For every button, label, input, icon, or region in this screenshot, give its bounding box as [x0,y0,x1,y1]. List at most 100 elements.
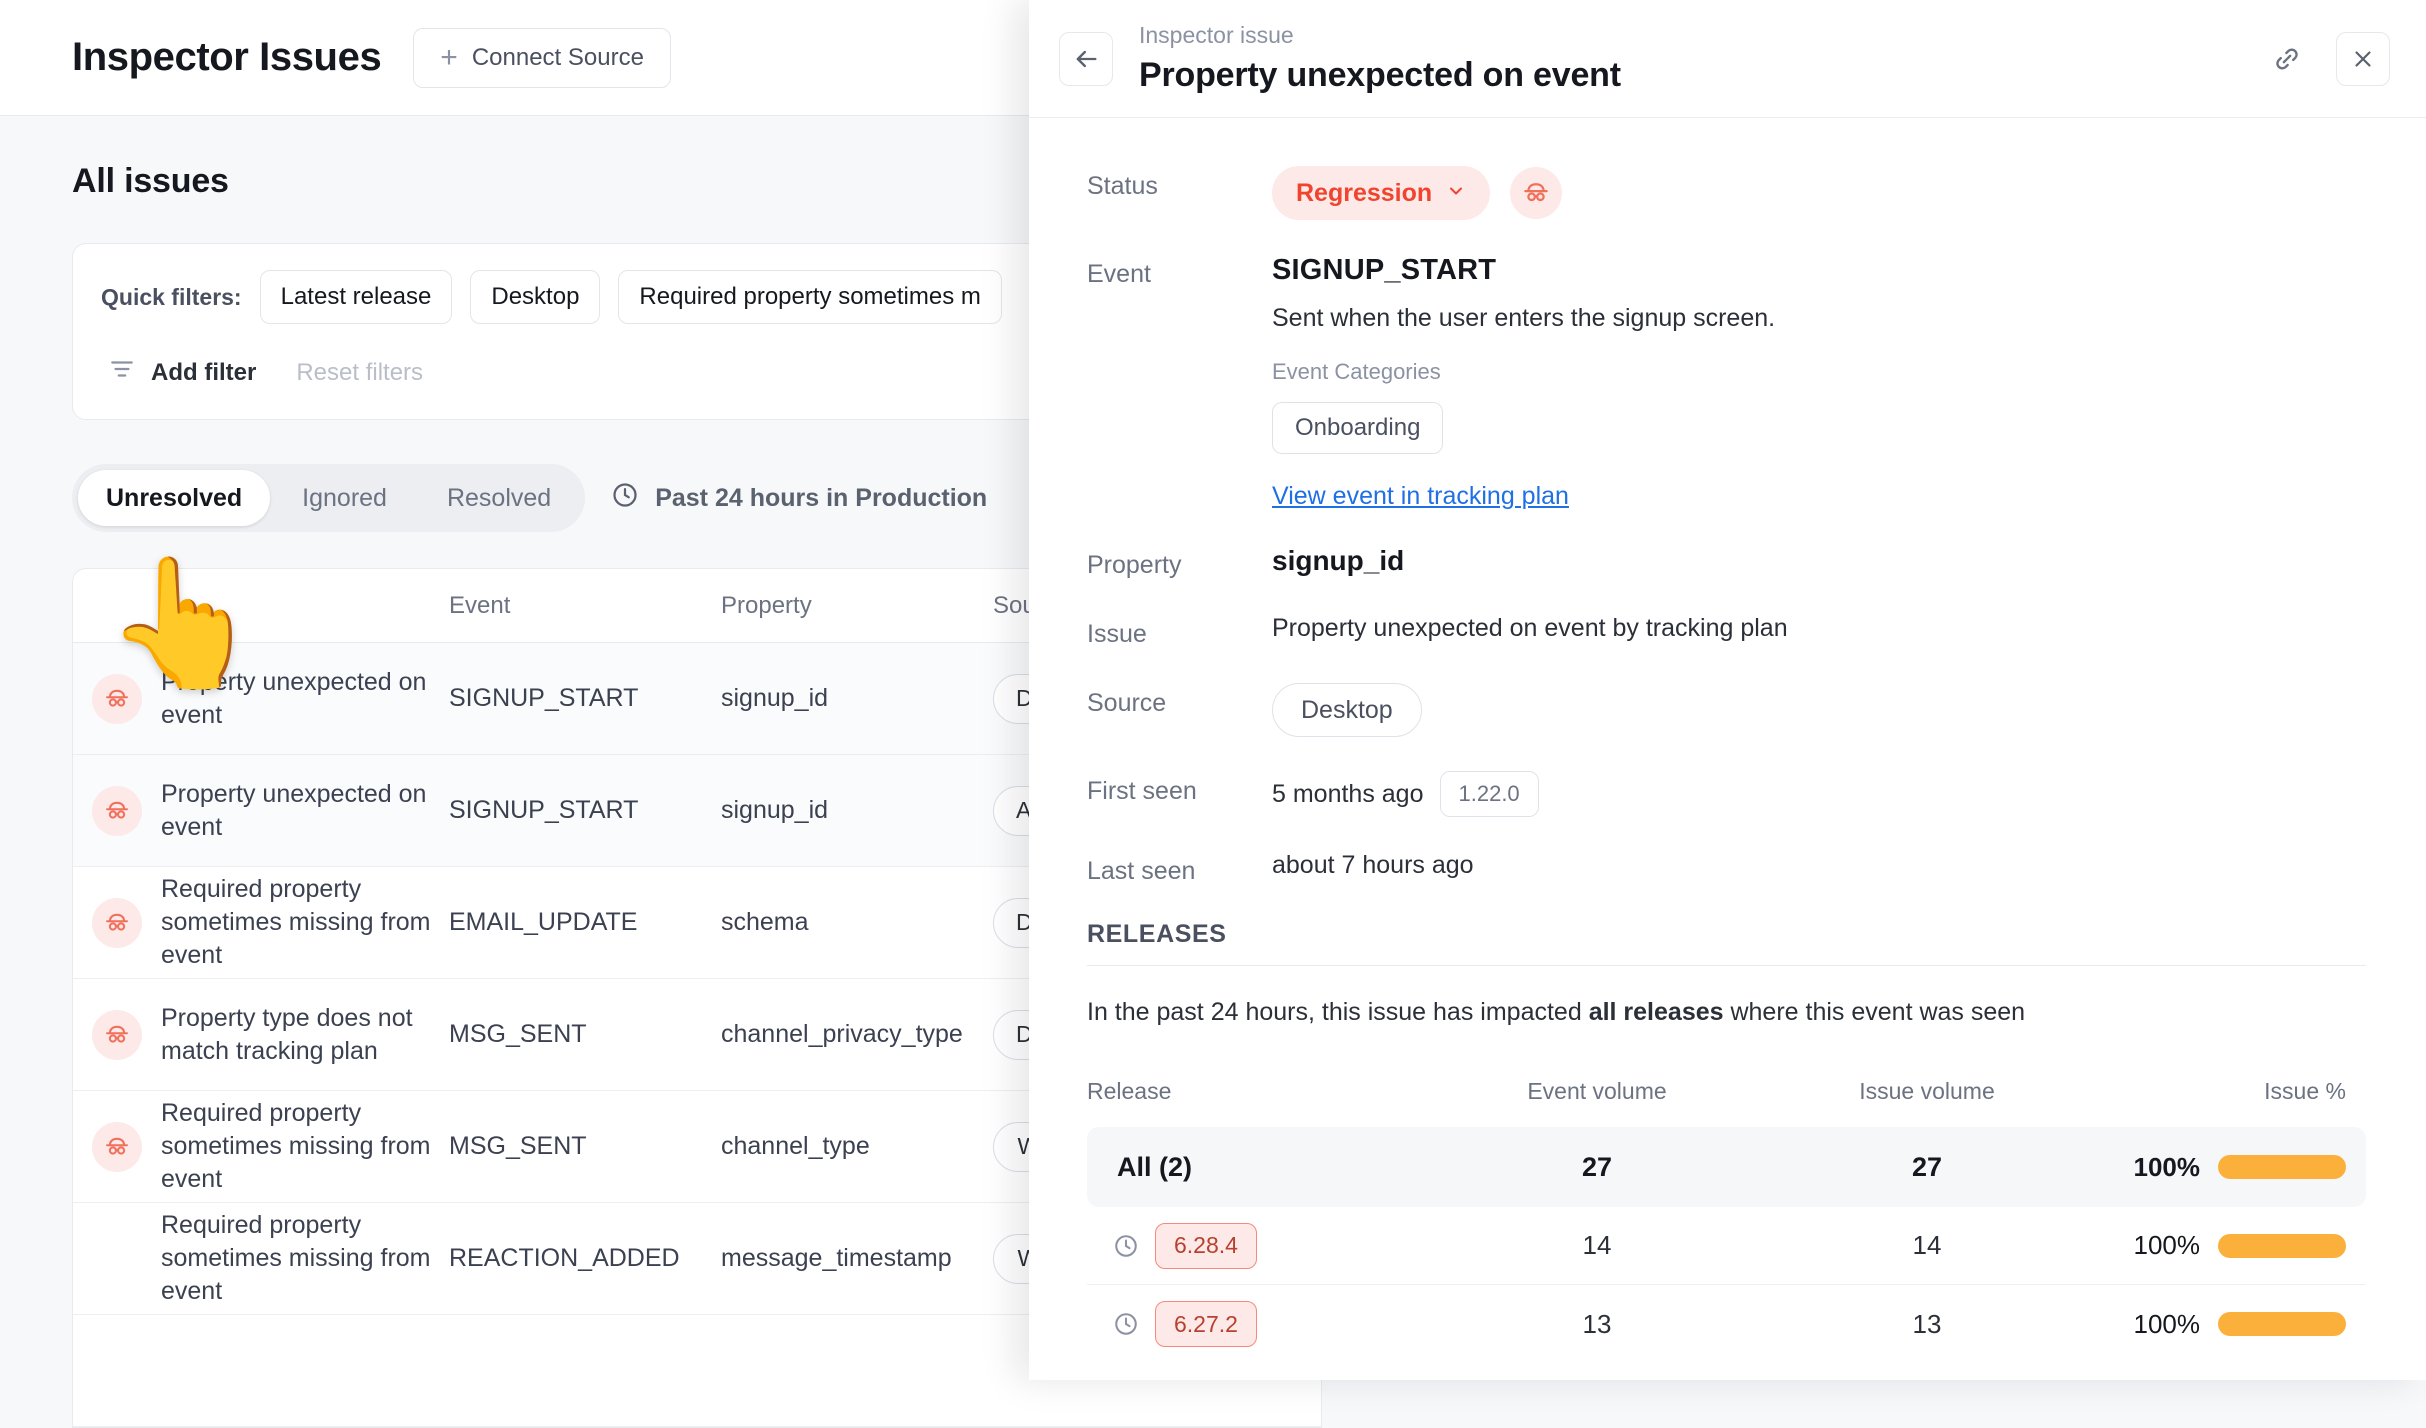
spy-icon [92,897,142,948]
view-event-in-tracking-plan-link[interactable]: View event in tracking plan [1272,482,1569,510]
quick-filters-label: Quick filters: [101,283,242,310]
issue-detail-panel: Inspector issue Property unexpected on e… [1029,0,2426,1380]
issue-event: MSG_SENT [449,1132,587,1160]
quick-filter-required-property[interactable]: Required property sometimes m [618,270,1002,324]
event-categories-label: Event Categories [1272,359,1441,384]
field-first-seen: First seen 5 months ago 1.22.0 [1087,771,2366,817]
status-value: Regression [1296,178,1433,207]
event-volume: 14 [1582,1230,1612,1260]
issue-name: Property type does not match tracking pl… [161,1003,413,1065]
field-source: Source Desktop [1087,683,2366,737]
source-chip: Desktop [1272,683,1422,737]
column-header-event: Event [449,591,511,619]
filter-icon [109,356,135,389]
column-header-event-volume: Event volume [1527,1077,1667,1104]
copy-link-button[interactable] [2260,31,2314,86]
event-volume: 27 [1581,1151,1613,1182]
clock-icon [611,481,639,516]
releases-row[interactable]: 6.28.4 14 14 100% [1087,1207,2366,1285]
close-button[interactable] [2336,31,2390,86]
issue-property: schema [721,908,809,936]
field-label-first-seen: First seen [1087,777,1197,805]
field-label-source: Source [1087,689,1167,717]
issue-property: signup_id [721,796,829,824]
status-tabs: Unresolved Ignored Resolved [72,464,586,532]
column-header-release: Release [1087,1077,1172,1104]
spy-icon [92,1009,142,1060]
issue-property: channel_type [721,1132,870,1160]
field-issue: Issue Property unexpected on event by tr… [1087,614,2366,649]
panel-title: Property unexpected on event [1139,55,1621,94]
tab-ignored[interactable]: Ignored [302,483,387,512]
issue-pct-bar [2218,1233,2346,1258]
releases-desc-post: where this event was seen [1723,998,2026,1026]
event-category-chip[interactable]: Onboarding [1272,402,1444,454]
spy-icon [92,785,142,836]
issue-event: REACTION_ADDED [449,1244,680,1272]
tab-resolved[interactable]: Resolved [446,483,552,512]
field-property: Property signup_id [1087,545,2366,580]
field-label-last-seen: Last seen [1087,857,1196,885]
connect-source-button[interactable]: + Connect Source [413,27,671,88]
issue-volume: 27 [1911,1151,1943,1182]
property-value: signup_id [1272,545,1405,576]
panel-kicker: Inspector issue [1139,22,1294,49]
field-label-status: Status [1087,172,1158,200]
release-name: 6.28.4 [1155,1222,1257,1269]
panel-header: Inspector issue Property unexpected on e… [1029,0,2426,118]
releases-desc-pre: In the past 24 hours, this issue has imp… [1087,998,1589,1026]
issue-event: SIGNUP_START [449,796,639,824]
tab-unresolved[interactable]: Unresolved [78,470,271,526]
issue-name: Property unexpected on event [161,779,427,841]
issue-name: Required property sometimes missing from… [161,1211,431,1305]
releases-row[interactable]: 6.27.2 13 13 100% [1087,1285,2366,1363]
status-badge[interactable]: Regression [1272,166,1491,220]
release-name: 6.27.2 [1155,1301,1257,1347]
spy-icon [1510,167,1563,219]
quick-filters-row: Quick filters: Latest release Desktop Re… [101,270,1293,324]
page-title: Inspector Issues [72,35,382,79]
issue-volume: 13 [1912,1308,1942,1339]
add-filter-button[interactable]: Add filter [109,356,256,389]
issue-pct: 100% [2133,1308,2201,1339]
releases-section-title: RELEASES [1087,920,1227,948]
first-seen-version-chip: 1.22.0 [1439,771,1539,817]
issue-name: Required property sometimes missing from… [161,875,431,969]
issue-name: Property unexpected on event [161,667,427,729]
table-row[interactable]: Required property sometimes missing from… [73,1203,1321,1315]
event-volume: 13 [1582,1308,1612,1339]
time-range-label: Past 24 hours in Production [655,483,988,512]
releases-table-header: Release Event volume Issue volume Issue … [1087,1063,2366,1119]
column-header-issue-pct: Issue % [2264,1077,2346,1104]
connect-source-label: Connect Source [471,43,644,71]
quick-filter-latest-release[interactable]: Latest release [259,270,453,324]
issue-name: Required property sometimes missing from… [161,1099,431,1193]
issue-event: SIGNUP_START [449,684,639,712]
issue-pct-bar [2218,1155,2346,1179]
first-seen-value: 5 months ago [1272,779,1424,808]
back-button[interactable] [1059,31,1113,86]
releases-description: In the past 24 hours, this issue has imp… [1087,998,2366,1027]
clock-icon [1113,1311,1139,1337]
releases-row-total[interactable]: All (2) 27 27 100% [1087,1127,2366,1207]
quick-filter-desktop[interactable]: Desktop [470,270,601,324]
field-label-issue: Issue [1087,620,1147,648]
spy-icon [92,1121,142,1172]
field-status: Status Regression [1087,166,2366,220]
last-seen-value: about 7 hours ago [1272,851,1474,879]
panel-body: Status Regression [1029,118,2426,1363]
column-header-issue-volume: Issue volume [1859,1077,1995,1104]
field-last-seen: Last seen about 7 hours ago [1087,851,2366,886]
field-label-event: Event [1087,260,1151,288]
issue-pct-bar [2218,1312,2346,1336]
issue-pct: 100% [2133,1230,2201,1260]
releases-table: Release Event volume Issue volume Issue … [1087,1063,2366,1363]
field-event: Event SIGNUP_START Sent when the user en… [1087,254,2366,511]
reset-filters-button[interactable]: Reset filters [296,358,424,386]
time-range-selector[interactable]: Past 24 hours in Production [611,481,987,516]
release-name: All (2) [1117,1151,1193,1182]
spy-icon [92,673,142,724]
issue-volume: 14 [1912,1230,1942,1260]
plus-icon: + [440,40,458,74]
issue-event: MSG_SENT [449,1020,587,1048]
